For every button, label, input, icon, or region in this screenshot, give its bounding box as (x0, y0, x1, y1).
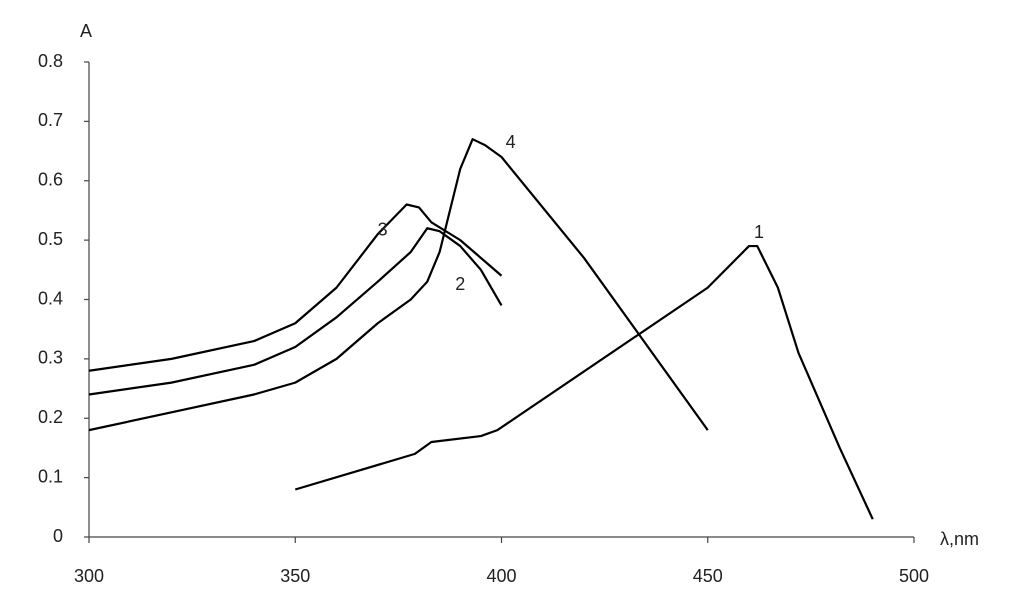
series-line (88, 227, 503, 396)
y-tick-label: 0.3 (38, 348, 63, 368)
x-tick-label: 400 (486, 566, 516, 586)
series-line (88, 138, 709, 432)
y-tick-label: 0.5 (38, 229, 63, 249)
x-axis-label: λ,nm (940, 529, 979, 549)
series-label: 1 (754, 222, 764, 242)
series-line (294, 244, 874, 520)
y-tick-label: 0.2 (38, 407, 63, 427)
y-tick-label: 0.6 (38, 170, 63, 190)
y-axis-label: A (80, 21, 92, 41)
series-label: 2 (455, 274, 465, 294)
y-tick-label: 0 (53, 526, 63, 546)
x-tick-label: 300 (74, 566, 104, 586)
x-tick-label: 450 (693, 566, 723, 586)
y-tick-label: 0.4 (38, 288, 63, 308)
series-label: 3 (378, 219, 388, 239)
x-tick-label: 350 (280, 566, 310, 586)
y-tick-label: 0.7 (38, 110, 63, 130)
series-label: 4 (506, 132, 516, 152)
y-tick-label: 0.8 (38, 51, 63, 71)
series-line (88, 203, 503, 372)
y-tick-label: 0.1 (38, 466, 63, 486)
x-tick-label: 500 (899, 566, 929, 586)
